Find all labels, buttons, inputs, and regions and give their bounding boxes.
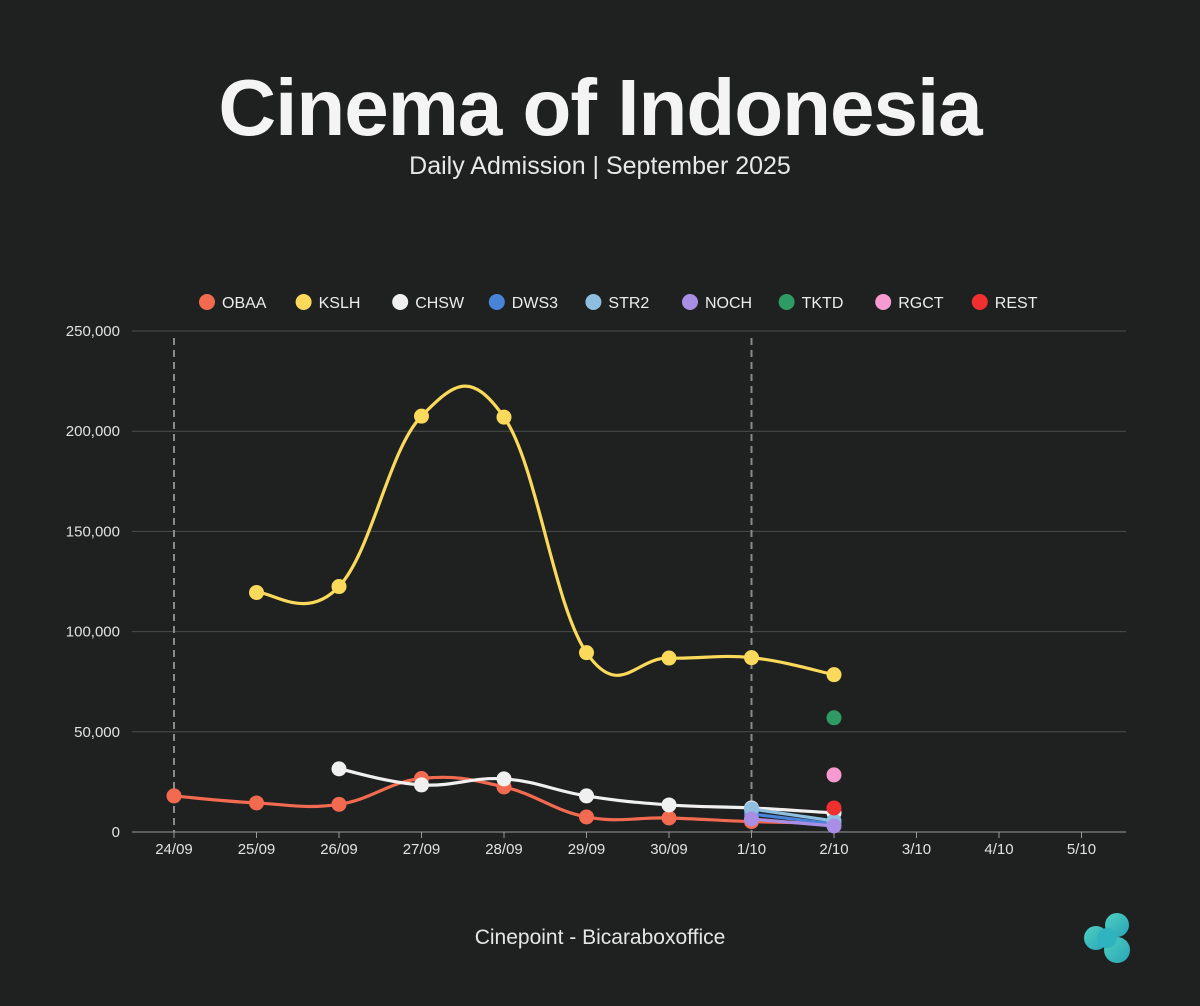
legend-label-rest: REST <box>995 295 1038 312</box>
x-tick-label: 26/09 <box>320 841 358 858</box>
data-point-kslh <box>744 650 759 666</box>
legend-swatch-noch <box>682 294 698 310</box>
x-tick-label: 29/09 <box>568 841 606 858</box>
data-point-rest <box>826 800 842 816</box>
legend-label-obaa: OBAA <box>222 295 267 312</box>
data-point-obaa <box>331 796 347 812</box>
legend-label-rgct: RGCT <box>898 295 944 312</box>
x-axis: 24/09 25/09 26/09 27/09 28/09 29/09 30/09 1/10 2… <box>155 832 1096 858</box>
data-point-kslh <box>579 645 594 661</box>
chart-legend: OBAA KSLH CHSW DWS3 STR2 NOCH TKTD RGCT REST <box>199 294 1038 312</box>
y-tick-label: 100,000 <box>66 624 120 641</box>
x-tick-label: 5/10 <box>1067 841 1096 858</box>
data-point-kslh <box>826 667 842 683</box>
y-tick-label: 0 <box>112 824 120 841</box>
y-axis: 0 50,000 100,000 150,000 200,000 250,000 <box>66 323 120 841</box>
legend-swatch-chsw <box>392 294 409 310</box>
data-point-chsw <box>579 788 594 804</box>
source-credit: Cinepoint - Bicaraboxoffice <box>474 926 726 949</box>
series-rgct <box>826 767 842 783</box>
data-point-kslh <box>414 408 429 424</box>
data-point-obaa <box>166 788 182 804</box>
data-point-kslh <box>661 650 677 666</box>
chart-subtitle: Daily Admission | September 2025 <box>409 152 791 180</box>
legend-swatch-obaa <box>199 294 215 310</box>
cloud-logo-icon <box>1084 913 1130 963</box>
data-point-obaa <box>249 795 264 811</box>
y-tick-label: 50,000 <box>74 724 120 741</box>
data-point-tktd <box>826 710 842 726</box>
legend-label-dws3: DWS3 <box>512 295 558 312</box>
x-tick-label: 24/09 <box>155 841 193 858</box>
y-tick-label: 150,000 <box>66 523 120 540</box>
x-tick-label: 28/09 <box>485 841 523 858</box>
y-tick-label: 250,000 <box>66 323 120 340</box>
legend-label-kslh: KSLH <box>319 295 361 312</box>
series-line-kslh <box>254 384 836 677</box>
x-tick-label: 1/10 <box>737 841 766 858</box>
series-tktd <box>826 710 842 726</box>
data-point-noch <box>744 811 759 827</box>
data-point-kslh <box>331 579 347 595</box>
chart-gridlines <box>132 330 1126 833</box>
legend-swatch-dws3 <box>488 294 505 310</box>
data-point-kslh <box>249 585 264 601</box>
x-tick-label: 4/10 <box>984 841 1013 858</box>
series-rest <box>826 800 842 816</box>
data-point-obaa <box>661 810 677 826</box>
x-tick-label: 3/10 <box>902 841 931 858</box>
data-point-noch <box>826 818 842 834</box>
chart-title: Cinema of Indonesia <box>218 63 982 152</box>
x-tick-label: 30/09 <box>650 841 688 858</box>
x-tick-label: 25/09 <box>238 841 276 858</box>
legend-swatch-tktd <box>778 294 795 310</box>
legend-swatch-rgct <box>875 294 892 310</box>
line-chart: OBAA KSLH CHSW DWS3 STR2 NOCH TKTD RGCT REST 0 50… <box>66 294 1126 858</box>
data-point-rgct <box>826 767 842 783</box>
legend-swatch-kslh <box>295 294 312 310</box>
x-tick-label: 2/10 <box>819 841 848 858</box>
legend-label-chsw: CHSW <box>415 295 465 312</box>
y-tick-label: 200,000 <box>66 423 120 440</box>
series-kslh <box>249 384 842 683</box>
data-point-chsw <box>661 797 677 813</box>
legend-label-str2: STR2 <box>608 295 649 312</box>
legend-label-tktd: TKTD <box>802 295 844 312</box>
data-point-chsw <box>414 777 429 793</box>
x-tick-label: 27/09 <box>403 841 441 858</box>
data-point-kslh <box>496 409 512 425</box>
legend-swatch-rest <box>971 294 988 310</box>
legend-swatch-str2 <box>585 294 602 310</box>
data-point-obaa <box>579 809 594 825</box>
series-noch <box>744 811 842 834</box>
legend-label-noch: NOCH <box>705 295 752 312</box>
vertical-markers <box>173 338 753 832</box>
data-point-chsw <box>496 771 512 787</box>
chart-series <box>166 384 842 834</box>
data-point-chsw <box>331 761 347 777</box>
